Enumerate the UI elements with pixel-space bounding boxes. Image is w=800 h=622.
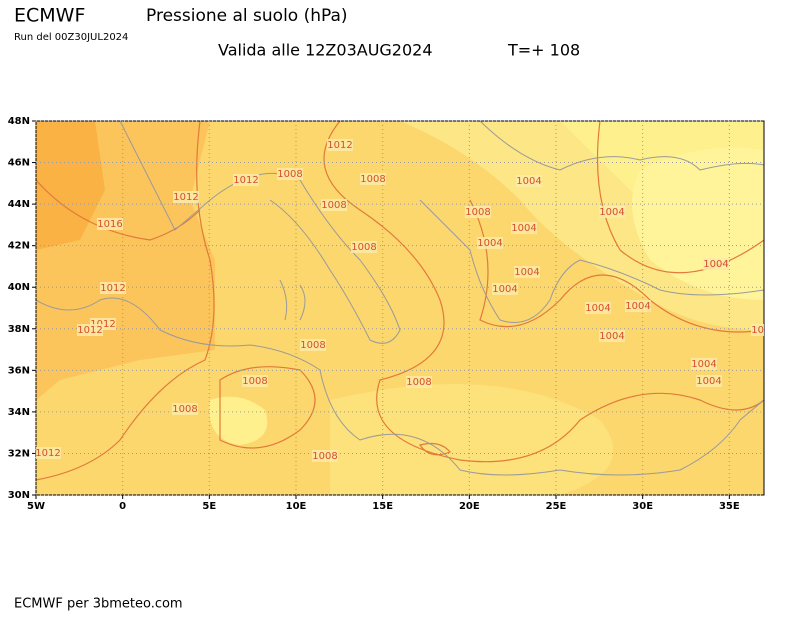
label-bg <box>514 266 540 278</box>
lat-label: 30N <box>8 490 30 501</box>
run-info: Run del 00Z30JUL2024 <box>14 32 128 43</box>
lon-label: 30E <box>632 501 653 512</box>
label-bg <box>36 447 61 459</box>
contour-label: 1004 <box>703 259 728 270</box>
model-name: ECMWF <box>14 5 85 27</box>
contour-label: 1004 <box>599 207 624 218</box>
lon-label: 35E <box>719 501 740 512</box>
label-bg <box>751 324 764 336</box>
contour-label: 1008 <box>351 242 376 253</box>
label-bg <box>312 450 338 462</box>
lat-label: 48N <box>8 116 30 127</box>
label-bg <box>703 258 729 270</box>
label-bg <box>696 375 722 387</box>
lat-label: 34N <box>8 407 30 418</box>
label-bg <box>585 302 611 314</box>
contour-label: 1012 <box>327 140 352 151</box>
label-bg <box>300 339 326 351</box>
lon-label: 25E <box>546 501 567 512</box>
contour-label: 1004 <box>625 301 650 312</box>
label-bg <box>233 174 259 186</box>
contour-label: 1004 <box>585 303 610 314</box>
lat-label: 46N <box>8 158 30 169</box>
contour-label: 1016 <box>97 219 122 230</box>
contour-label: 1004 <box>516 176 541 187</box>
label-bg <box>173 191 199 203</box>
label-bg <box>351 241 377 253</box>
map-title: Pressione al suolo (hPa) <box>146 6 348 26</box>
lon-label: 5W <box>27 501 45 512</box>
label-bg <box>242 375 268 387</box>
label-bg <box>406 376 432 388</box>
contour-label: 1004 <box>691 359 716 370</box>
contour-label: 1004 <box>492 284 517 295</box>
contour-label: 1008 <box>277 169 302 180</box>
lat-label: 44N <box>8 199 30 210</box>
label-bg <box>625 300 651 312</box>
contour-label: 1004 <box>751 325 776 336</box>
label-bg <box>277 168 303 180</box>
contour-label: 1012 <box>77 325 102 336</box>
label-bg <box>97 218 123 230</box>
label-bg <box>492 283 518 295</box>
label-bg <box>172 403 198 415</box>
contour-label: 1004 <box>511 223 536 234</box>
footer-credit: ECMWF per 3bmeteo.com <box>14 597 183 612</box>
contour-label: 1012 <box>100 283 125 294</box>
lon-label: 10E <box>286 501 307 512</box>
lat-label: 32N <box>8 448 30 459</box>
contour-label: 1012 <box>35 448 60 459</box>
label-bg <box>599 330 625 342</box>
label-bg <box>477 237 503 249</box>
contour-label: 1008 <box>312 451 337 462</box>
contour-labels: 1012 1012 1008 1008 1012 1016 1008 1008 1004 1004… <box>35 139 776 462</box>
contour-label: 1008 <box>321 200 346 211</box>
forecast-step: T=+ 108 <box>507 41 580 60</box>
valid-time: Valida alle 12Z03AUG2024 <box>218 41 433 60</box>
label-bg <box>321 199 347 211</box>
contour-label: 1008 <box>465 207 490 218</box>
lon-label: 0 <box>119 501 126 512</box>
label-bg <box>465 206 491 218</box>
lat-label: 38N <box>8 324 30 335</box>
contour-label: 1004 <box>599 331 624 342</box>
label-bg <box>77 324 103 336</box>
contour-label: 1008 <box>242 376 267 387</box>
label-bg <box>100 282 126 294</box>
contour-label: 1008 <box>172 404 197 415</box>
label-bg <box>511 222 537 234</box>
lat-label: 42N <box>8 241 30 252</box>
contour-label: 1012 <box>173 192 198 203</box>
lat-label: 36N <box>8 365 30 376</box>
contour-label: 1008 <box>406 377 431 388</box>
map-field <box>36 121 764 495</box>
label-bg <box>327 139 353 151</box>
contour-label: 1004 <box>477 238 502 249</box>
contour-label: 1008 <box>360 174 385 185</box>
label-bg <box>599 206 625 218</box>
lon-label: 20E <box>459 501 480 512</box>
label-bg <box>516 175 542 187</box>
contour-label: 1008 <box>300 340 325 351</box>
contour-label: 1004 <box>514 267 539 278</box>
label-bg <box>691 358 717 370</box>
lon-label: 5E <box>202 501 216 512</box>
lat-label: 40N <box>8 282 30 293</box>
contour-label: 1004 <box>696 376 721 387</box>
contour-label: 1012 <box>233 175 258 186</box>
label-bg <box>360 173 386 185</box>
lon-label: 15E <box>372 501 393 512</box>
